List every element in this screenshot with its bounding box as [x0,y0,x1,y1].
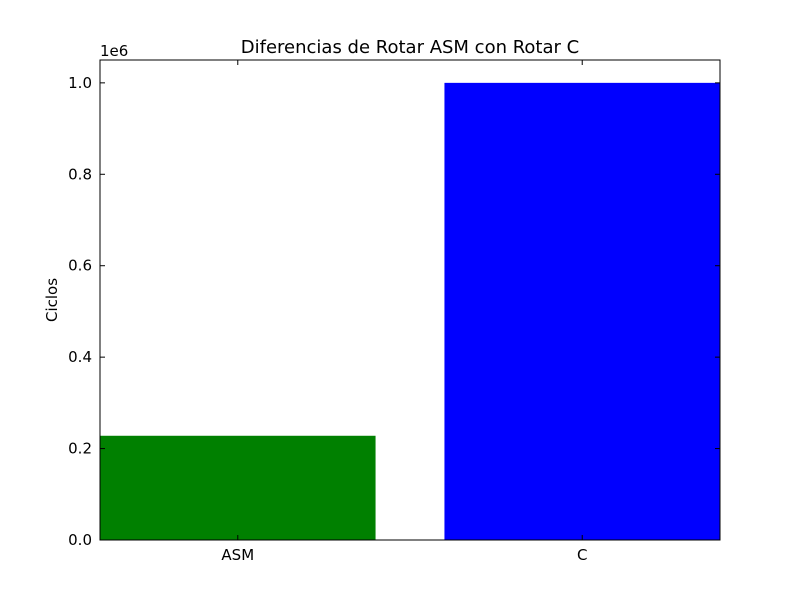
y-tick-label: 0.0 [68,531,92,549]
x-tick-label: C [577,546,587,564]
bars-group [100,82,720,540]
y-tick-label: 0.4 [68,348,92,366]
plot-frame [99,59,721,541]
y-tick-label: 0.6 [68,257,92,275]
bar-asm [100,435,376,540]
x-ticks-group: ASM C [221,60,587,564]
y-axis-label: Ciclos [43,278,61,322]
bar-c [444,82,720,540]
y-tick-label: 0.2 [68,440,92,458]
y-tick-label: 0.8 [68,165,92,183]
x-tick-label: ASM [221,546,254,564]
y-tick-label: 1.0 [68,74,92,92]
chart-title: Diferencias de Rotar ASM con Rotar C [241,37,579,58]
y-axis-offset-label: 1e6 [100,42,128,60]
y-ticks-group: 0.0 0.2 0.4 0.6 0.8 1.0 [68,74,720,549]
